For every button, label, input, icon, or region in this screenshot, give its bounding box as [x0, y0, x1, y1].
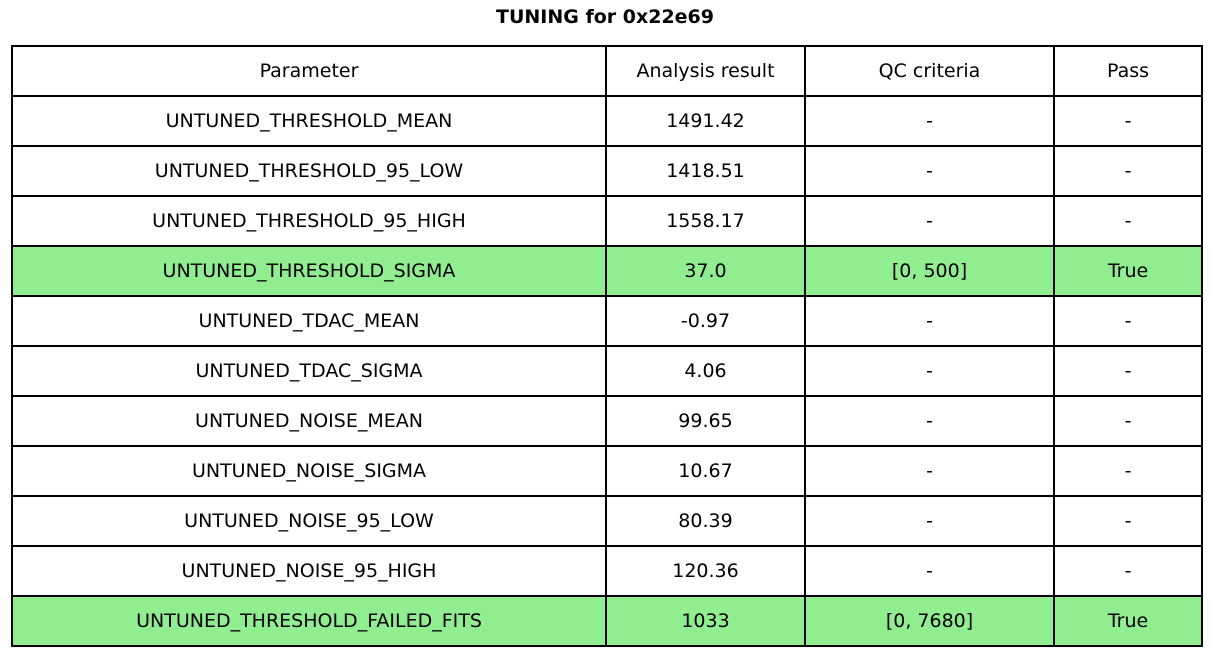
table-row: UNTUNED_THRESHOLD_FAILED_FITS 1033 [0, 768…	[11, 595, 1203, 647]
table-row: UNTUNED_NOISE_95_LOW 80.39- -	[11, 495, 1203, 547]
cell-pass: True	[1053, 245, 1203, 297]
cell-pass: -	[1053, 195, 1203, 247]
cell-qc-criteria: -	[804, 495, 1055, 547]
cell-parameter: UNTUNED_NOISE_SIGMA	[11, 445, 607, 497]
cell-pass: -	[1053, 495, 1203, 547]
column-header-analysis-result: Analysis result	[605, 45, 806, 97]
cell-qc-criteria: -	[804, 345, 1055, 397]
cell-analysis-result: 99.65	[605, 395, 806, 447]
cell-pass: -	[1053, 445, 1203, 497]
table-row: UNTUNED_TDAC_MEAN -0.97- -	[11, 295, 1203, 347]
cell-parameter: UNTUNED_NOISE_95_HIGH	[11, 545, 607, 597]
cell-qc-criteria: -	[804, 195, 1055, 247]
cell-pass: True	[1053, 595, 1203, 647]
cell-qc-criteria: -	[804, 395, 1055, 447]
cell-qc-criteria: -	[804, 295, 1055, 347]
table-row: UNTUNED_THRESHOLD_MEAN 1491.42- -	[11, 95, 1203, 147]
cell-parameter: UNTUNED_THRESHOLD_95_LOW	[11, 145, 607, 197]
header-row: Parameter Analysis result QC criteria Pa…	[11, 45, 1203, 97]
cell-parameter: UNTUNED_THRESHOLD_95_HIGH	[11, 195, 607, 247]
column-header-pass: Pass	[1053, 45, 1203, 97]
cell-analysis-result: 10.67	[605, 445, 806, 497]
cell-qc-criteria: -	[804, 95, 1055, 147]
table-row: UNTUNED_NOISE_95_HIGH 120.36- -	[11, 545, 1203, 597]
cell-pass: -	[1053, 95, 1203, 147]
cell-analysis-result: 1418.51	[605, 145, 806, 197]
cell-pass: -	[1053, 345, 1203, 397]
table-row: UNTUNED_THRESHOLD_95_LOW 1418.51- -	[11, 145, 1203, 197]
cell-qc-criteria: [0, 7680]	[804, 595, 1055, 647]
cell-parameter: UNTUNED_NOISE_MEAN	[11, 395, 607, 447]
cell-parameter: UNTUNED_TDAC_MEAN	[11, 295, 607, 347]
cell-qc-criteria: -	[804, 545, 1055, 597]
cell-qc-criteria: -	[804, 445, 1055, 497]
table-row: UNTUNED_TDAC_SIGMA 4.06- -	[11, 345, 1203, 397]
cell-parameter: UNTUNED_THRESHOLD_MEAN	[11, 95, 607, 147]
tuning-qc-table: Parameter Analysis result QC criteria Pa…	[11, 45, 1203, 647]
cell-pass: -	[1053, 395, 1203, 447]
cell-parameter: UNTUNED_TDAC_SIGMA	[11, 345, 607, 397]
cell-analysis-result: 120.36	[605, 545, 806, 597]
cell-qc-criteria: -	[804, 145, 1055, 197]
table-row: UNTUNED_THRESHOLD_SIGMA 37.0 [0, 500] True	[11, 245, 1203, 297]
cell-analysis-result: -0.97	[605, 295, 806, 347]
cell-analysis-result: 37.0	[605, 245, 806, 297]
page-title: TUNING for 0x22e69	[495, 6, 715, 28]
table-row: UNTUNED_NOISE_MEAN 99.65- -	[11, 395, 1203, 447]
cell-analysis-result: 1491.42	[605, 95, 806, 147]
cell-qc-criteria: [0, 500]	[804, 245, 1055, 297]
column-header-qc-criteria: QC criteria	[804, 45, 1055, 97]
cell-analysis-result: 80.39	[605, 495, 806, 547]
table-row: UNTUNED_NOISE_SIGMA 10.67- -	[11, 445, 1203, 497]
cell-pass: -	[1053, 295, 1203, 347]
column-header-parameter: Parameter	[11, 45, 607, 97]
cell-pass: -	[1053, 145, 1203, 197]
cell-pass: -	[1053, 545, 1203, 597]
table-body: UNTUNED_THRESHOLD_MEAN 1491.42- - UNTUNED_T…	[11, 95, 1203, 647]
cell-analysis-result: 1033	[605, 595, 806, 647]
cell-parameter: UNTUNED_THRESHOLD_FAILED_FITS	[11, 595, 607, 647]
cell-analysis-result: 1558.17	[605, 195, 806, 247]
cell-parameter: UNTUNED_THRESHOLD_SIGMA	[11, 245, 607, 297]
cell-analysis-result: 4.06	[605, 345, 806, 397]
table-row: UNTUNED_THRESHOLD_95_HIGH 1558.17- -	[11, 195, 1203, 247]
cell-parameter: UNTUNED_NOISE_95_LOW	[11, 495, 607, 547]
